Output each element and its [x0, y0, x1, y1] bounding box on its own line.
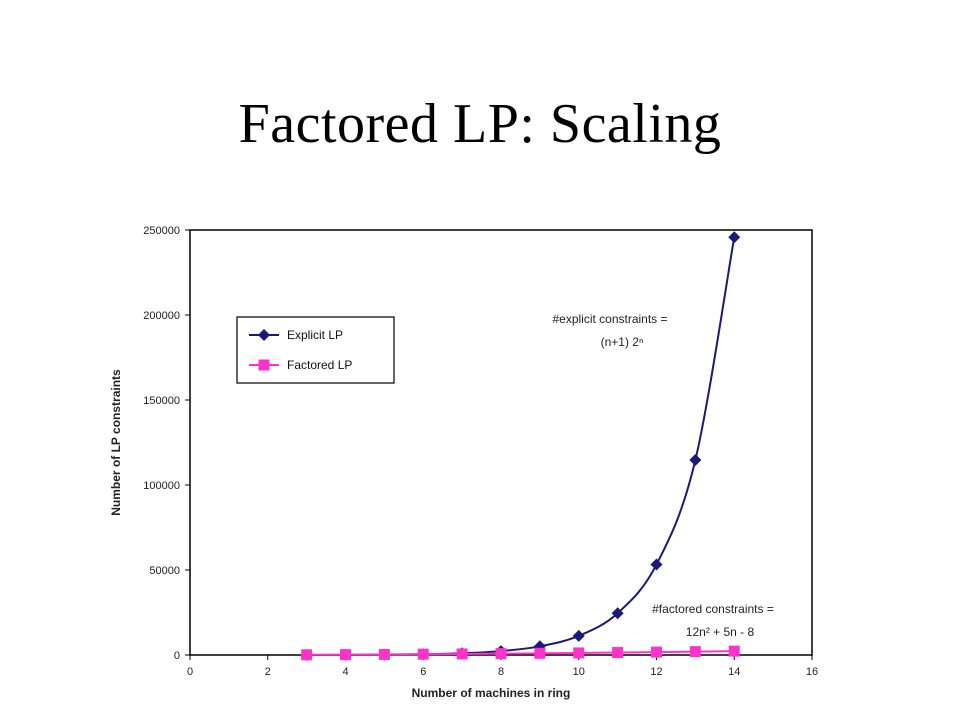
legend-box — [236, 316, 395, 384]
legend-entry: Explicit LP — [287, 328, 343, 342]
explicit-lp-point — [572, 629, 585, 642]
y-tick-label: 0 — [174, 650, 180, 662]
x-axis-label: Number of machines in ring — [412, 686, 571, 700]
factored-lp-point — [495, 648, 507, 660]
plot-area-frame — [189, 229, 813, 656]
x-tick-label: 14 — [728, 666, 740, 678]
factored-lp-point — [340, 649, 351, 661]
x-tick-label: 8 — [498, 666, 504, 678]
factored-lp-point — [612, 647, 624, 659]
factored-lp-point — [417, 648, 429, 660]
factored-lp-point — [378, 648, 390, 660]
factored-lp-point — [573, 647, 585, 659]
x-tick-label: 10 — [573, 666, 585, 678]
y-axis-label: Number of LP constraints — [109, 369, 123, 516]
explicit-lp-line — [306, 237, 736, 656]
explicit-constraints-annotation: #explicit constraints = — [552, 312, 667, 326]
explicit-lp-point — [611, 607, 624, 620]
explicit-constraints-annotation: (n+1) 2ⁿ — [601, 335, 644, 349]
x-tick-label: 16 — [806, 666, 818, 678]
factored-lp-point — [689, 646, 701, 658]
explicit-lp-point — [689, 454, 702, 467]
y-tick-label: 250000 — [143, 225, 180, 237]
explicit-lp-point — [650, 558, 663, 571]
factored-lp-line — [306, 650, 735, 656]
y-tick-label: 200000 — [143, 310, 180, 322]
legend-entry: Factored LP — [287, 358, 352, 372]
legend-swatch-marker — [258, 359, 270, 371]
x-tick-label: 0 — [187, 666, 193, 678]
factored-constraints-annotation: #factored constraints = — [652, 602, 774, 616]
y-tick-label: 50000 — [149, 565, 180, 577]
x-tick-label: 2 — [265, 666, 271, 678]
legend-swatch-marker — [258, 329, 270, 341]
factored-lp-point — [456, 648, 468, 660]
factored-constraints-annotation: 12n² + 5n - 8 — [686, 625, 755, 639]
x-tick-label: 6 — [420, 666, 426, 678]
factored-lp-point — [534, 647, 546, 659]
y-tick-label: 150000 — [143, 395, 180, 407]
factored-lp-point — [728, 645, 740, 657]
x-tick-label: 12 — [650, 666, 662, 678]
slide-title: Factored LP: Scaling — [238, 93, 722, 155]
y-tick-label: 100000 — [143, 480, 180, 492]
factored-lp-point — [651, 646, 662, 658]
x-tick-label: 4 — [342, 666, 348, 678]
explicit-lp-point — [728, 231, 741, 244]
factored-lp-point — [301, 649, 313, 661]
